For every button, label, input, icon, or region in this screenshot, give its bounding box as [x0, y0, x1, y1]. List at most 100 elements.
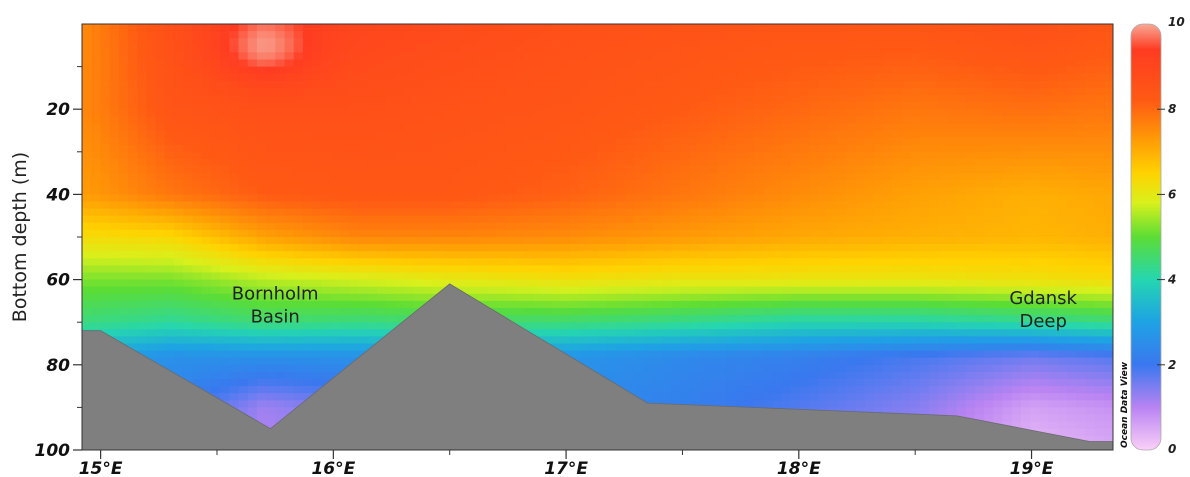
heatmap-cell: [698, 95, 709, 103]
heatmap-cell: [956, 215, 967, 224]
heatmap-cell: [698, 208, 709, 217]
heatmap-cell: [441, 38, 451, 46]
heatmap-cell: [155, 336, 166, 345]
heatmap-cell: [910, 166, 921, 174]
heatmap-cell: [873, 272, 884, 281]
heatmap-cell: [744, 123, 755, 132]
heatmap-cell: [1094, 130, 1105, 139]
heatmap-cell: [404, 158, 414, 167]
heatmap-cell: [910, 194, 921, 203]
heatmap-cell: [928, 279, 939, 288]
heatmap-cell: [864, 194, 875, 203]
heatmap-cell: [210, 109, 221, 117]
heatmap-cell: [487, 286, 497, 295]
heatmap-cell: [560, 222, 571, 231]
heatmap-cell: [974, 166, 985, 174]
heatmap-cell: [91, 237, 102, 245]
heatmap-cell: [652, 222, 663, 231]
heatmap-cell: [1020, 130, 1031, 139]
heatmap-cell: [312, 87, 322, 96]
heatmap-cell: [358, 208, 368, 217]
heatmap-cell: [873, 109, 884, 117]
heatmap-cell: [91, 173, 102, 181]
heatmap-cell: [459, 194, 470, 203]
heatmap-cell: [1048, 322, 1059, 330]
heatmap-cell: [551, 272, 562, 281]
heatmap-cell: [321, 109, 332, 117]
heatmap-cell: [873, 194, 884, 203]
heatmap-cell: [698, 144, 709, 153]
heatmap-cell: [800, 237, 810, 245]
heatmap-cell: [993, 116, 1004, 124]
heatmap-cell: [82, 173, 92, 181]
heatmap-cell: [404, 173, 414, 181]
heatmap-cell: [827, 59, 838, 68]
heatmap-cell: [772, 237, 783, 245]
heatmap-cell: [256, 24, 267, 32]
heatmap-cell: [247, 173, 258, 181]
heatmap-cell: [993, 237, 1004, 245]
heatmap-cell: [514, 208, 525, 217]
heatmap-cell: [477, 66, 488, 75]
heatmap-cell: [606, 66, 617, 75]
heatmap-cell: [984, 31, 994, 39]
heatmap-cell: [625, 187, 635, 195]
heatmap-cell: [367, 95, 378, 103]
heatmap-cell: [284, 180, 295, 188]
heatmap-cell: [689, 237, 700, 245]
heatmap-cell: [615, 222, 626, 231]
heatmap-cell: [873, 59, 884, 68]
heatmap-cell: [726, 151, 737, 160]
heatmap-cell: [809, 293, 820, 302]
heatmap-cell: [431, 173, 442, 181]
heatmap-cell: [1048, 308, 1059, 316]
heatmap-cell: [652, 109, 663, 117]
heatmap-cell: [634, 45, 645, 53]
heatmap-cell: [560, 308, 571, 316]
heatmap-cell: [717, 258, 727, 266]
heatmap-cell: [496, 95, 507, 103]
heatmap-cell: [947, 137, 958, 146]
heatmap-cell: [569, 102, 580, 110]
heatmap-cell: [910, 24, 921, 32]
heatmap-cell: [606, 95, 617, 103]
heatmap-cell: [431, 109, 442, 117]
heatmap-cell: [974, 95, 985, 103]
heatmap-cell: [394, 158, 405, 167]
heatmap-cell: [220, 286, 230, 295]
heatmap-cell: [201, 144, 212, 153]
heatmap-cell: [1103, 102, 1113, 110]
heatmap-cell: [753, 45, 764, 53]
heatmap-cell: [873, 237, 884, 245]
heatmap-cell: [247, 258, 258, 266]
heatmap-cell: [753, 244, 764, 252]
heatmap-cell: [477, 173, 488, 181]
heatmap-cell: [247, 52, 258, 61]
heatmap-cell: [882, 59, 893, 68]
heatmap-cell: [625, 194, 635, 203]
heatmap-cell: [892, 244, 902, 252]
heatmap-cell: [974, 272, 985, 281]
heatmap-cell: [422, 251, 433, 259]
heatmap-cell: [569, 173, 580, 181]
heatmap-cell: [229, 187, 240, 195]
heatmap-cell: [1011, 300, 1022, 309]
heatmap-cell: [533, 237, 543, 245]
heatmap-cell: [606, 87, 617, 96]
heatmap-cell: [192, 102, 203, 110]
heatmap-cell: [901, 59, 912, 68]
heatmap-cell: [643, 38, 654, 46]
heatmap-cell: [302, 95, 313, 103]
heatmap-cell: [855, 279, 866, 288]
heatmap-cell: [284, 244, 295, 252]
heatmap-cell: [238, 329, 249, 337]
heatmap-cell: [993, 308, 1004, 316]
heatmap-cell: [321, 300, 332, 309]
heatmap-cell: [643, 286, 654, 295]
heatmap-cell: [210, 279, 221, 288]
heatmap-cell: [137, 237, 148, 245]
heatmap-cell: [634, 300, 645, 309]
heatmap-cell: [827, 272, 838, 281]
heatmap-cell: [348, 73, 359, 82]
heatmap-cell: [984, 272, 994, 281]
